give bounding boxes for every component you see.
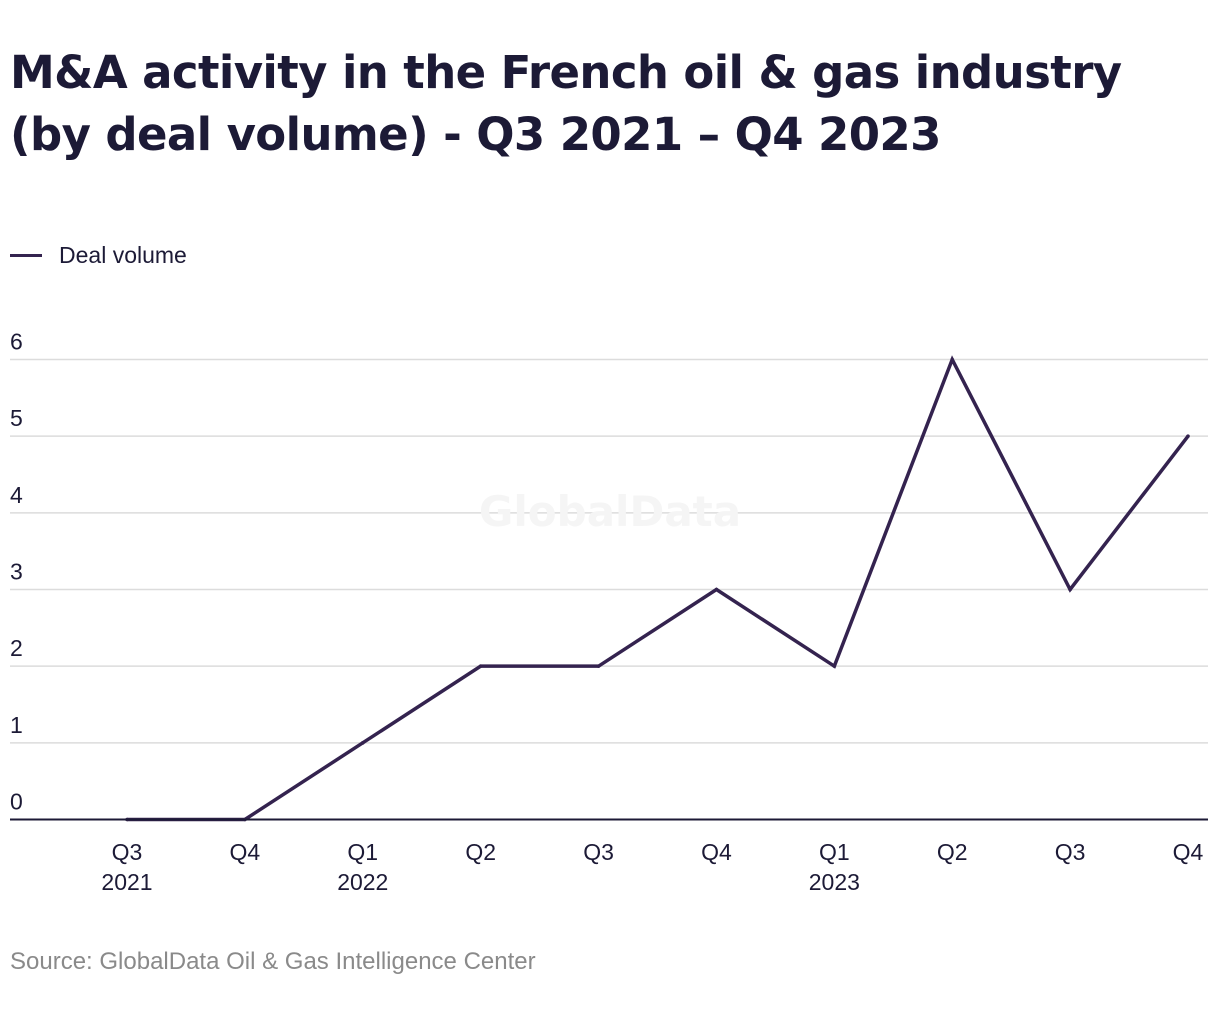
source-note: Source: GlobalData Oil & Gas Intelligenc… (10, 948, 536, 975)
y-tick-label: 4 (10, 482, 23, 508)
chart-title: M&A activity in the French oil & gas ind… (10, 46, 1122, 161)
x-tick-label: Q3 2021 (101, 839, 152, 895)
x-tick-label: Q1 2023 (809, 839, 860, 895)
series-line-deal-volume (127, 355, 1190, 822)
x-tick-label: Q2 (465, 839, 496, 865)
data-point (714, 587, 719, 592)
data-point (832, 664, 837, 668)
x-tick-label: Q3 (1055, 839, 1086, 865)
x-axis-ticks: Q3 2021 Q4 Q1 2022 Q2 Q3 Q4 Q1 2023 Q2 Q3 Q4 (101, 839, 1203, 895)
y-tick-label: 5 (10, 405, 23, 431)
y-tick-label: 1 (10, 712, 23, 738)
y-axis-ticks: 0 1 2 3 4 5 6 (10, 329, 23, 815)
y-tick-label: 6 (10, 329, 23, 355)
x-tick-label: Q2 (937, 839, 968, 865)
x-tick-label: Q4 (1173, 839, 1204, 865)
data-point (360, 741, 365, 745)
x-tick-label: Q4 (701, 839, 732, 865)
data-point (596, 664, 601, 668)
x-tick-label: Q3 (583, 839, 614, 865)
legend: Deal volume (10, 242, 187, 269)
data-point (1068, 587, 1072, 592)
x-tick-label: Q4 (230, 839, 261, 865)
y-tick-label: 3 (10, 559, 23, 585)
data-point (1186, 434, 1190, 438)
grid-lines (10, 358, 1208, 744)
legend-label: Deal volume (59, 242, 187, 268)
data-point (478, 664, 483, 668)
y-tick-label: 2 (10, 635, 23, 661)
data-point (950, 357, 955, 362)
x-tick-label: Q1 2022 (337, 839, 388, 895)
y-tick-label: 0 (10, 789, 23, 815)
watermark: GlobalData (479, 487, 741, 536)
legend-swatch (10, 254, 42, 257)
